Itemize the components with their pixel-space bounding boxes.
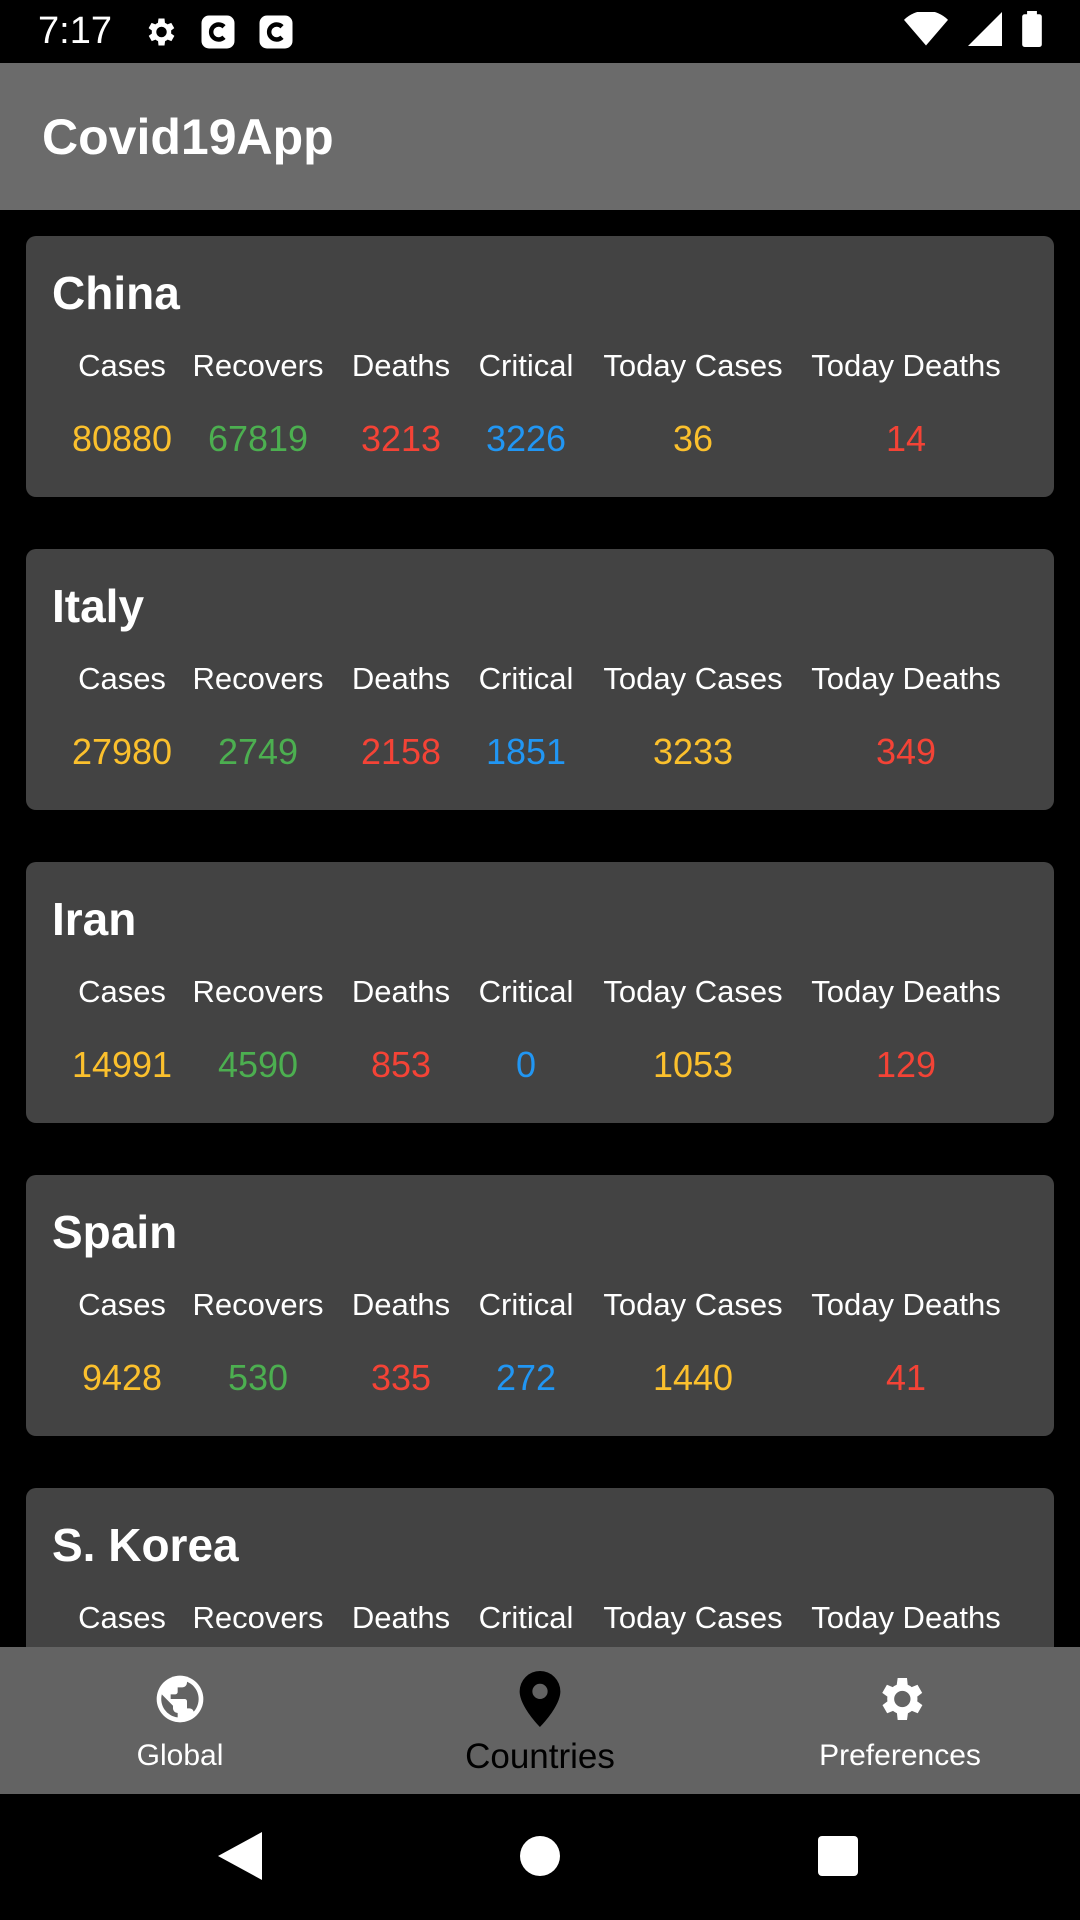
back-icon[interactable] [210, 1826, 270, 1886]
nav-item-countries[interactable]: Countries [360, 1647, 720, 1794]
stat-label-cases: Cases [78, 974, 166, 1009]
nav-label-preferences: Preferences [819, 1739, 981, 1772]
stat-value-recovers: 530 [227, 1357, 289, 1398]
stat-label-critical: Critical [478, 661, 574, 696]
stat-value-critical: 3226 [485, 418, 567, 459]
stat-label-recovers: Recovers [192, 974, 324, 1009]
stat-value-today-deaths: 129 [875, 1044, 937, 1085]
stat-value-cases: 80880 [71, 418, 173, 459]
stat-value-today-cases: 1053 [652, 1044, 734, 1085]
country-card[interactable]: China Cases Recovers Deaths Critical Today Ca… [26, 236, 1054, 497]
status-time: 7:17 [38, 10, 112, 52]
country-name: China [52, 267, 180, 319]
stat-value-recovers: 67819 [207, 418, 309, 459]
stat-value-deaths: 335 [370, 1357, 432, 1398]
stat-value-critical: 1851 [485, 731, 567, 772]
nav-item-preferences[interactable]: Preferences [720, 1647, 1080, 1794]
stat-label-critical: Critical [478, 348, 574, 383]
signal-icon [968, 12, 1002, 51]
country-name: S. Korea [52, 1519, 239, 1571]
country-name: Spain [52, 1206, 178, 1258]
globe-icon [152, 1669, 208, 1729]
stat-value-today-deaths: 14 [885, 418, 927, 459]
stat-value-today-deaths: 349 [875, 731, 937, 772]
stat-label-critical: Critical [478, 974, 574, 1009]
stat-label-deaths: Deaths [351, 348, 451, 383]
stat-label-cases: Cases [78, 661, 166, 696]
gear-icon [872, 1669, 928, 1729]
wifi-icon [904, 10, 948, 51]
stat-label-recovers: Recovers [192, 661, 324, 696]
stat-label-deaths: Deaths [351, 1600, 451, 1635]
app-title: Covid19App [42, 108, 334, 165]
home-icon[interactable] [510, 1826, 570, 1886]
stat-value-recovers: 4590 [217, 1044, 299, 1085]
stat-label-deaths: Deaths [351, 661, 451, 696]
stat-value-cases: 27980 [71, 731, 173, 772]
stat-label-cases: Cases [78, 348, 166, 383]
stat-label-today-cases: Today Cases [603, 1287, 783, 1322]
status-bar: 7:17 [0, 0, 1080, 63]
settings-icon [142, 14, 178, 50]
stat-label-today-cases: Today Cases [603, 661, 783, 696]
country-list[interactable]: China Cases Recovers Deaths Critical Today Ca… [0, 210, 1080, 1647]
stat-label-critical: Critical [478, 1287, 574, 1322]
country-card[interactable]: Italy Cases Recovers Deaths Critical Today Ca… [26, 549, 1054, 810]
stat-label-critical: Critical [478, 1600, 574, 1635]
stat-value-today-deaths: 41 [885, 1357, 927, 1398]
country-card[interactable]: Spain Cases Recovers Deaths Critical Today Ca… [26, 1175, 1054, 1436]
country-card[interactable]: S. Korea Cases Recovers Deaths Critical Today… [26, 1488, 1054, 1647]
stat-label-recovers: Recovers [192, 1287, 324, 1322]
stat-value-today-cases: 3233 [652, 731, 734, 772]
stat-label-deaths: Deaths [351, 974, 451, 1009]
battery-icon [1022, 11, 1042, 52]
stat-value-deaths: 853 [370, 1044, 432, 1085]
stat-value-cases: 9428 [81, 1357, 163, 1398]
country-name: Italy [52, 580, 145, 632]
country-card[interactable]: Iran Cases Recovers Deaths Critical Today Cas… [26, 862, 1054, 1123]
c-app-icon [258, 14, 294, 50]
stat-value-deaths: 2158 [360, 731, 442, 772]
nav-item-global[interactable]: Global [0, 1647, 360, 1794]
stat-label-deaths: Deaths [351, 1287, 451, 1322]
stat-label-today-cases: Today Cases [603, 348, 783, 383]
stat-value-critical: 272 [495, 1357, 557, 1398]
bottom-navigation: Global Countries Preferences [0, 1647, 1080, 1794]
nav-label-global: Global [136, 1739, 224, 1772]
country-name: Iran [52, 893, 137, 945]
stat-label-today-cases: Today Cases [603, 1600, 783, 1635]
stat-value-today-cases: 36 [672, 418, 714, 459]
stat-label-cases: Cases [78, 1600, 166, 1635]
c-app-icon [200, 14, 236, 50]
stat-value-today-cases: 1440 [652, 1357, 734, 1398]
stat-label-today-deaths: Today Deaths [811, 661, 1001, 696]
nav-label-countries: Countries [465, 1737, 615, 1776]
recents-icon[interactable] [808, 1826, 868, 1886]
system-navigation [0, 1794, 1080, 1920]
stat-label-today-deaths: Today Deaths [811, 974, 1001, 1009]
stat-label-today-deaths: Today Deaths [811, 1287, 1001, 1322]
location-pin-icon [518, 1669, 562, 1729]
stat-value-cases: 14991 [71, 1044, 173, 1085]
stat-value-critical: 0 [515, 1044, 537, 1085]
stat-label-today-deaths: Today Deaths [811, 1600, 1001, 1635]
stat-label-recovers: Recovers [192, 348, 324, 383]
app-bar: Covid19App [0, 63, 1080, 210]
stat-label-cases: Cases [78, 1287, 166, 1322]
stat-value-recovers: 2749 [217, 731, 299, 772]
stat-value-deaths: 3213 [360, 418, 442, 459]
stat-label-today-cases: Today Cases [603, 974, 783, 1009]
stat-label-recovers: Recovers [192, 1600, 324, 1635]
stat-label-today-deaths: Today Deaths [811, 348, 1001, 383]
